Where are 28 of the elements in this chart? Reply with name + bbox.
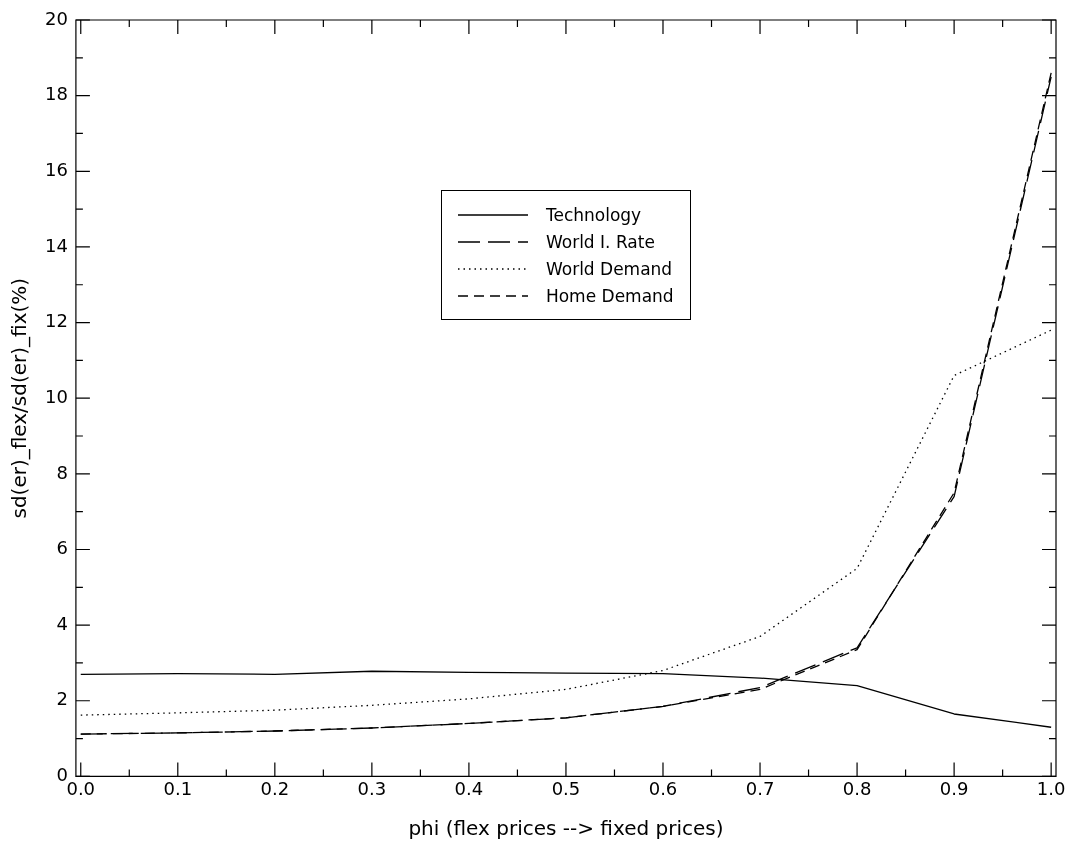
x-tick-label: 0.4 [454, 777, 484, 799]
x-tick-label: 0.8 [842, 777, 872, 799]
y-tick-label: 16 [45, 158, 68, 180]
legend-label: World Demand [545, 258, 673, 279]
legend-label: World I. Rate [545, 231, 655, 252]
x-tick-label: 0.9 [939, 777, 969, 799]
legend-label: Technology [545, 204, 642, 225]
y-tick-label: 6 [56, 537, 68, 559]
y-axis-title: sd(er)_flex/sd(er)_fix(%) [7, 277, 32, 519]
x-axis-title: phi (flex prices --> fixed prices) [408, 816, 724, 841]
x-tick-label: 0.7 [745, 777, 775, 799]
y-tick-label: 0 [56, 764, 68, 786]
legend-label: Home Demand [545, 285, 674, 306]
y-tick-label: 10 [45, 385, 68, 407]
x-tick-label: 1.0 [1036, 777, 1066, 799]
y-tick-label: 20 [45, 7, 68, 29]
y-tick-label: 18 [45, 83, 68, 105]
y-tick-label: 8 [56, 461, 68, 483]
x-tick-label: 0.5 [551, 777, 581, 799]
y-tick-label: 4 [56, 612, 68, 634]
x-tick-label: 0.0 [66, 777, 96, 799]
x-tick-label: 0.6 [648, 777, 678, 799]
x-tick-label: 0.1 [163, 777, 193, 799]
y-tick-label: 2 [56, 688, 68, 710]
x-tick-label: 0.3 [357, 777, 387, 799]
y-tick-label: 12 [45, 310, 68, 332]
y-tick-label: 14 [45, 234, 68, 256]
x-tick-label: 0.2 [260, 777, 290, 799]
